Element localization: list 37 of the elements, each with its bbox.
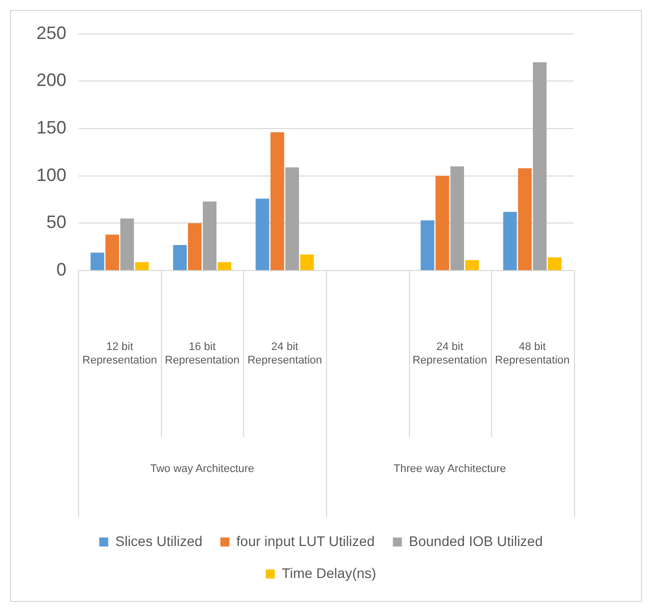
bar (90, 252, 104, 270)
x-tick-label: 48 bit Representation (495, 341, 570, 366)
x-tick-label: 16 bit Representation (164, 341, 240, 366)
y-tick-label: 250 (36, 22, 66, 43)
bar (300, 254, 314, 270)
bar (135, 262, 149, 270)
y-tick-label: 50 (46, 212, 66, 232)
x-tick-label: 12 bit Representation (82, 341, 157, 366)
text: Two way Architecture (150, 463, 254, 476)
bar (173, 245, 187, 270)
x-tick-label: 24 bit Representation (412, 341, 488, 366)
text: Three way Architecture (394, 463, 506, 476)
y-tick-label: 0 (56, 260, 66, 280)
y-tick-label: 200 (36, 70, 66, 90)
bar (285, 167, 299, 270)
legend-label: four input LUT Utilized (236, 532, 375, 549)
bar (436, 176, 450, 270)
bar (450, 166, 464, 270)
legend-label: Slices Utilized (115, 532, 202, 549)
bar (420, 220, 434, 270)
bar (270, 132, 284, 270)
y-tick-label: 100 (36, 164, 66, 185)
bar (188, 223, 202, 270)
bar (465, 260, 479, 270)
legend-label: Bounded IOB Utilized (408, 532, 543, 549)
bar (503, 212, 517, 270)
bar (518, 168, 532, 270)
legend-label: Time Delay(ns) (282, 564, 376, 581)
bar (218, 262, 232, 270)
bar (532, 62, 547, 270)
bar (256, 198, 270, 270)
x-tick-label: 24 bit Representation (247, 341, 322, 366)
bar (105, 234, 120, 270)
bar (202, 201, 216, 270)
y-tick-label: 150 (36, 117, 66, 138)
bar (548, 257, 562, 270)
bar (120, 218, 134, 270)
